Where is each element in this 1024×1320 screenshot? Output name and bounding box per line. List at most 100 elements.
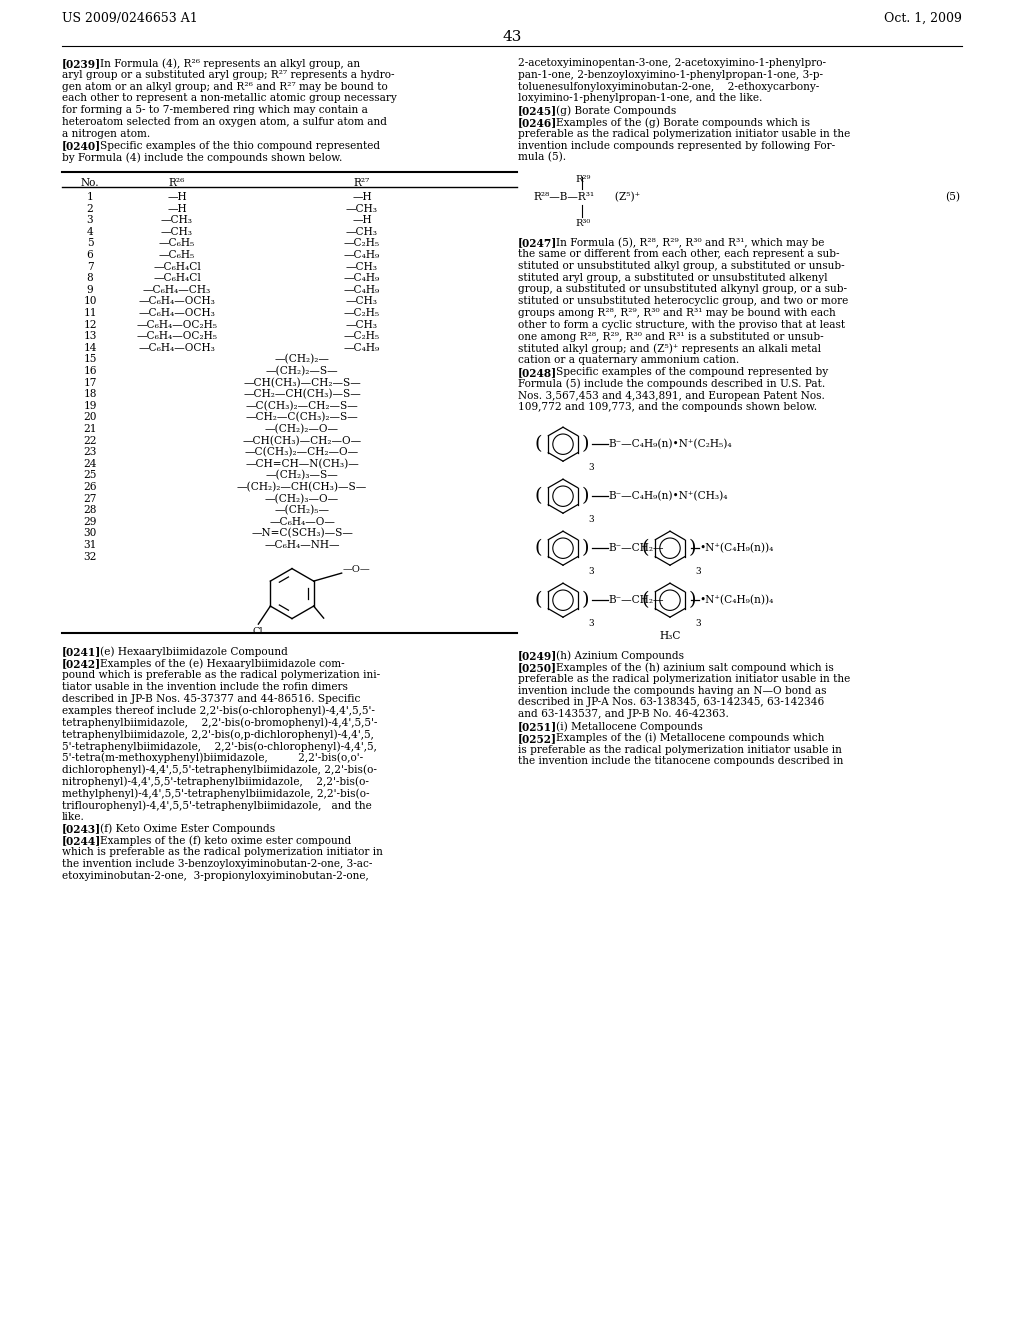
Text: preferable as the radical polymerization initiator usable in the: preferable as the radical polymerization… bbox=[518, 129, 850, 139]
Text: —CH₃: —CH₃ bbox=[346, 203, 378, 214]
Text: aryl group or a substituted aryl group; R²⁷ represents a hydro-: aryl group or a substituted aryl group; … bbox=[62, 70, 394, 79]
Text: (: ( bbox=[535, 487, 542, 506]
Text: cation or a quaternary ammonium cation.: cation or a quaternary ammonium cation. bbox=[518, 355, 739, 366]
Text: 12: 12 bbox=[83, 319, 96, 330]
Text: —N=C(SCH₃)—S—: —N=C(SCH₃)—S— bbox=[251, 528, 353, 539]
Text: —(CH₂)₂—O—: —(CH₂)₂—O— bbox=[265, 424, 339, 434]
Text: 11: 11 bbox=[83, 308, 96, 318]
Text: 8: 8 bbox=[87, 273, 93, 284]
Text: ): ) bbox=[582, 591, 590, 610]
Text: •N⁺(C₄H₉(n))₄: •N⁺(C₄H₉(n))₄ bbox=[699, 543, 773, 553]
Text: [0249]: [0249] bbox=[518, 651, 557, 661]
Text: —C₆H₄Cl: —C₆H₄Cl bbox=[153, 273, 201, 284]
Text: Examples of the (i) Metallocene compounds which: Examples of the (i) Metallocene compound… bbox=[556, 733, 824, 743]
Text: Examples of the (e) Hexaarylbiimidazole com-: Examples of the (e) Hexaarylbiimidazole … bbox=[100, 659, 345, 669]
Text: —CH₃: —CH₃ bbox=[346, 227, 378, 236]
Text: (h) Azinium Compounds: (h) Azinium Compounds bbox=[556, 651, 684, 661]
Text: 26: 26 bbox=[83, 482, 96, 492]
Text: —(CH₂)₅—: —(CH₂)₅— bbox=[274, 506, 330, 516]
Text: [0251]: [0251] bbox=[518, 721, 557, 733]
Text: [0242]: [0242] bbox=[62, 659, 101, 669]
Text: [0239]: [0239] bbox=[62, 58, 101, 69]
Text: 22: 22 bbox=[83, 436, 96, 446]
Text: toluenesulfonyloxyiminobutan-2-one,    2-ethoxycarbony-: toluenesulfonyloxyiminobutan-2-one, 2-et… bbox=[518, 82, 819, 91]
Text: (g) Borate Compounds: (g) Borate Compounds bbox=[556, 106, 676, 116]
Text: —CH₂—CH(CH₃)—S—: —CH₂—CH(CH₃)—S— bbox=[243, 389, 360, 400]
Text: and 63-143537, and JP-B No. 46-42363.: and 63-143537, and JP-B No. 46-42363. bbox=[518, 709, 729, 719]
Text: 1: 1 bbox=[87, 191, 93, 202]
Text: 28: 28 bbox=[83, 506, 96, 515]
Text: —C₆H₄—CH₃: —C₆H₄—CH₃ bbox=[143, 285, 211, 294]
Text: —CH₃: —CH₃ bbox=[161, 215, 193, 226]
Text: 3: 3 bbox=[87, 215, 93, 226]
Text: —C₂H₅: —C₂H₅ bbox=[344, 331, 380, 341]
Text: 20: 20 bbox=[83, 412, 96, 422]
Text: B⁻—CH₂—: B⁻—CH₂— bbox=[608, 595, 664, 605]
Text: —C₆H₄Cl: —C₆H₄Cl bbox=[153, 261, 201, 272]
Text: —C₂H₅: —C₂H₅ bbox=[344, 239, 380, 248]
Text: preferable as the radical polymerization initiator usable in the: preferable as the radical polymerization… bbox=[518, 673, 850, 684]
Text: (f) Keto Oxime Ester Compounds: (f) Keto Oxime Ester Compounds bbox=[100, 824, 275, 834]
Text: —CH₃: —CH₃ bbox=[346, 319, 378, 330]
Text: gen atom or an alkyl group; and R²⁶ and R²⁷ may be bound to: gen atom or an alkyl group; and R²⁶ and … bbox=[62, 82, 388, 91]
Text: —H: —H bbox=[167, 191, 186, 202]
Text: —CH₂—C(CH₃)₂—S—: —CH₂—C(CH₃)₂—S— bbox=[246, 412, 358, 422]
Text: 3: 3 bbox=[695, 568, 700, 577]
Text: 13: 13 bbox=[83, 331, 96, 341]
Text: R²⁶: R²⁶ bbox=[169, 178, 185, 189]
Text: 14: 14 bbox=[83, 343, 96, 352]
Text: 7: 7 bbox=[87, 261, 93, 272]
Text: Nos. 3,567,453 and 4,343,891, and European Patent Nos.: Nos. 3,567,453 and 4,343,891, and Europe… bbox=[518, 391, 825, 400]
Text: 2-acetoxyiminopentan-3-one, 2-acetoxyimino-1-phenylpro-: 2-acetoxyiminopentan-3-one, 2-acetoxyimi… bbox=[518, 58, 826, 69]
Text: tetraphenylbiimidazole, 2,2'-bis(o,p-dichlorophenyl)-4,4',5,: tetraphenylbiimidazole, 2,2'-bis(o,p-dic… bbox=[62, 729, 374, 739]
Text: (: ( bbox=[535, 539, 542, 557]
Text: [0243]: [0243] bbox=[62, 824, 101, 834]
Text: —C₆H₄—OCH₃: —C₆H₄—OCH₃ bbox=[138, 297, 215, 306]
Text: —CH₃: —CH₃ bbox=[346, 261, 378, 272]
Text: 29: 29 bbox=[83, 517, 96, 527]
Text: pan-1-one, 2-benzoyloxyimino-1-phenylpropan-1-one, 3-p-: pan-1-one, 2-benzoyloxyimino-1-phenylpro… bbox=[518, 70, 823, 79]
Text: ): ) bbox=[582, 487, 590, 506]
Text: invention include compounds represented by following For-: invention include compounds represented … bbox=[518, 141, 836, 150]
Text: ): ) bbox=[582, 539, 590, 557]
Text: (i) Metallocene Compounds: (i) Metallocene Compounds bbox=[556, 721, 702, 731]
Text: R²⁸—B—R³¹: R²⁸—B—R³¹ bbox=[534, 193, 594, 202]
Text: 18: 18 bbox=[83, 389, 96, 399]
Text: US 2009/0246653 A1: US 2009/0246653 A1 bbox=[62, 12, 198, 25]
Text: 25: 25 bbox=[83, 470, 96, 480]
Text: group, a substituted or unsubstituted alkynyl group, or a sub-: group, a substituted or unsubstituted al… bbox=[518, 284, 847, 294]
Text: the same or different from each other, each represent a sub-: the same or different from each other, e… bbox=[518, 249, 840, 259]
Text: groups among R²⁸, R²⁹, R³⁰ and R³¹ may be bound with each: groups among R²⁸, R²⁹, R³⁰ and R³¹ may b… bbox=[518, 308, 836, 318]
Text: •N⁺(C₄H₉(n))₄: •N⁺(C₄H₉(n))₄ bbox=[699, 595, 773, 606]
Text: 5: 5 bbox=[87, 239, 93, 248]
Text: [0247]: [0247] bbox=[518, 238, 557, 248]
Text: invention include the compounds having an N—O bond as: invention include the compounds having a… bbox=[518, 685, 826, 696]
Text: —C₆H₅: —C₆H₅ bbox=[159, 239, 196, 248]
Text: loxyimino-1-phenylpropan-1-one, and the like.: loxyimino-1-phenylpropan-1-one, and the … bbox=[518, 94, 763, 103]
Text: 4: 4 bbox=[87, 227, 93, 236]
Text: 2: 2 bbox=[87, 203, 93, 214]
Text: stituted alkyl group; and (Z⁵)⁺ represents an alkali metal: stituted alkyl group; and (Z⁵)⁺ represen… bbox=[518, 343, 821, 354]
Text: 109,772 and 109,773, and the compounds shown below.: 109,772 and 109,773, and the compounds s… bbox=[518, 403, 817, 412]
Text: described in JP-A Nos. 63-138345, 63-142345, 63-142346: described in JP-A Nos. 63-138345, 63-142… bbox=[518, 697, 824, 708]
Text: 3: 3 bbox=[588, 515, 594, 524]
Text: —C₆H₄—OCH₃: —C₆H₄—OCH₃ bbox=[138, 308, 215, 318]
Text: Examples of the (g) Borate compounds which is: Examples of the (g) Borate compounds whi… bbox=[556, 117, 810, 128]
Text: —(CH₂)₂—: —(CH₂)₂— bbox=[274, 354, 330, 364]
Text: —(CH₂)₂—CH(CH₃)—S—: —(CH₂)₂—CH(CH₃)—S— bbox=[237, 482, 368, 492]
Text: —C₄H₉: —C₄H₉ bbox=[344, 249, 380, 260]
Text: 23: 23 bbox=[83, 447, 96, 457]
Text: a nitrogen atom.: a nitrogen atom. bbox=[62, 129, 151, 139]
Text: Specific examples of the compound represented by: Specific examples of the compound repres… bbox=[556, 367, 828, 378]
Text: Oct. 1, 2009: Oct. 1, 2009 bbox=[884, 12, 962, 25]
Text: B⁻—C₄H₉(n)•N⁺(C₂H₅)₄: B⁻—C₄H₉(n)•N⁺(C₂H₅)₄ bbox=[608, 440, 731, 449]
Text: —H: —H bbox=[352, 215, 372, 226]
Text: Cl: Cl bbox=[252, 627, 263, 636]
Text: ): ) bbox=[689, 539, 696, 557]
Text: 31: 31 bbox=[83, 540, 96, 550]
Text: —CH₃: —CH₃ bbox=[346, 297, 378, 306]
Text: like.: like. bbox=[62, 812, 85, 822]
Text: other to form a cyclic structure, with the proviso that at least: other to form a cyclic structure, with t… bbox=[518, 319, 845, 330]
Text: 19: 19 bbox=[83, 401, 96, 411]
Text: for forming a 5- to 7-membered ring which may contain a: for forming a 5- to 7-membered ring whic… bbox=[62, 106, 368, 115]
